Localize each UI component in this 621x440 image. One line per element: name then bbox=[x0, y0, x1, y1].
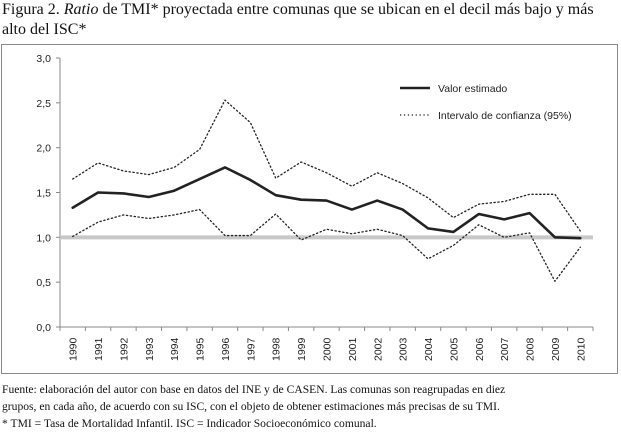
series-line-estimate bbox=[71, 166, 582, 240]
footer-line-1: Fuente: elaboración del autor con base e… bbox=[2, 383, 506, 396]
y-tick-label: 0,5 bbox=[36, 277, 51, 289]
x-tick-label: 1992 bbox=[118, 337, 130, 361]
y-tick-label: 3,0 bbox=[36, 53, 51, 65]
x-tick-label: 2008 bbox=[525, 337, 537, 361]
y-tick-label: 2,0 bbox=[36, 143, 51, 155]
x-tick-label: 1996 bbox=[220, 337, 232, 361]
figure-footer: Fuente: elaboración del autor con base e… bbox=[2, 381, 619, 432]
x-tick-label: 1999 bbox=[296, 337, 308, 361]
x-tick-label: 1997 bbox=[245, 337, 257, 361]
x-tick-label: 2002 bbox=[372, 337, 384, 361]
x-tick-label: 2003 bbox=[398, 337, 410, 361]
y-tick-label: 0,0 bbox=[36, 322, 51, 334]
title-suffix: de TMI* proyectada entre comunas que se … bbox=[2, 1, 594, 38]
y-tick-label: 1,0 bbox=[36, 232, 51, 244]
x-tick-label: 1990 bbox=[68, 337, 80, 361]
x-tick-label: 2010 bbox=[575, 337, 587, 361]
footer-line-2: grupos, en cada año, de acuerdo con su I… bbox=[2, 400, 500, 413]
x-tick-label: 1991 bbox=[93, 337, 105, 361]
x-tick-label: 1998 bbox=[271, 337, 283, 361]
title-italic: Ratio bbox=[63, 1, 99, 18]
x-tick-label: 2000 bbox=[322, 337, 334, 361]
footer-line-3: * TMI = Tasa de Mortalidad Infantil. ISC… bbox=[2, 417, 377, 430]
figure-title: Figura 2. Ratio de TMI* proyectada entre… bbox=[2, 0, 617, 40]
y-tick-label: 1,5 bbox=[36, 188, 51, 200]
x-tick-label: 1995 bbox=[195, 337, 207, 361]
legend-label-estimate: Valor estimado bbox=[438, 83, 507, 95]
x-tick-label: 2007 bbox=[499, 337, 511, 361]
legend-label-interval: Intervalo de confianza (95%) bbox=[438, 110, 572, 122]
series-line-interval-2 bbox=[72, 208, 581, 282]
y-tick-label: 2,5 bbox=[36, 98, 51, 110]
x-tick-label: 2009 bbox=[550, 337, 562, 361]
title-prefix: Figura 2. bbox=[2, 1, 64, 18]
x-tick-label: 2006 bbox=[474, 337, 486, 361]
x-tick-label: 2005 bbox=[448, 337, 460, 361]
x-tick-label: 1993 bbox=[144, 337, 156, 361]
series-line-interval-1 bbox=[72, 99, 581, 232]
x-tick-label: 2004 bbox=[423, 337, 435, 361]
chart-frame bbox=[1, 44, 618, 374]
x-tick-label: 1994 bbox=[169, 337, 181, 361]
x-tick-label: 2001 bbox=[347, 337, 359, 361]
